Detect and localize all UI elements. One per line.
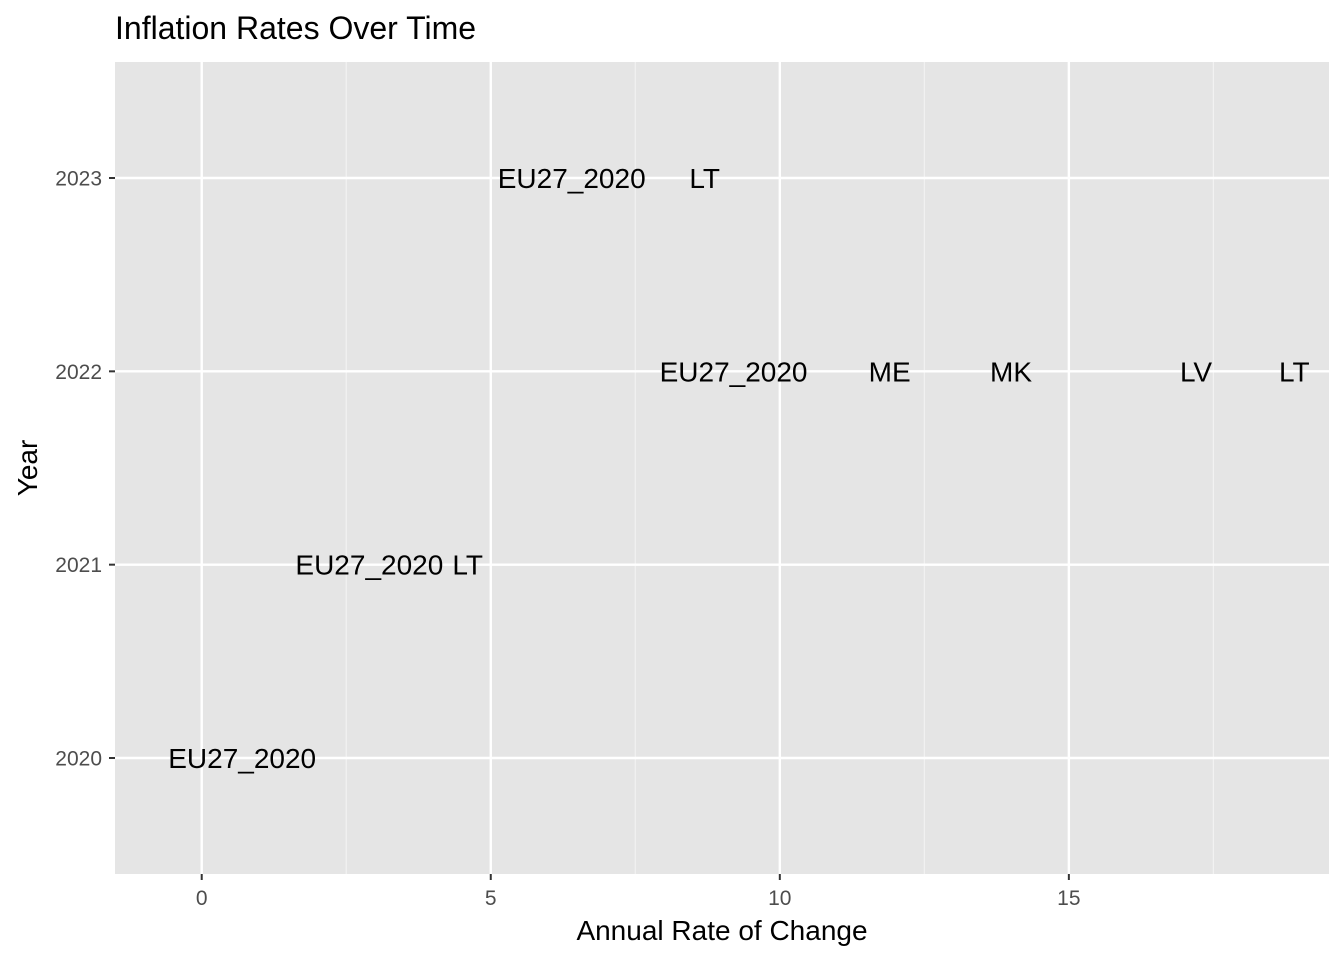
- x-tick-label: 15: [1057, 887, 1080, 910]
- grid-minor: [345, 62, 1214, 874]
- grid-major: [115, 62, 1329, 874]
- plot-panel: [115, 62, 1329, 874]
- y-axis-title: Year: [12, 440, 43, 497]
- y-tick-label: 2021: [55, 554, 102, 577]
- point-label: ME: [869, 356, 911, 387]
- point-label: LT: [452, 550, 483, 581]
- y-tick-label: 2023: [55, 168, 102, 191]
- x-tick-label: 5: [485, 887, 497, 910]
- point-label: LT: [1279, 356, 1310, 387]
- point-label: EU27_2020: [295, 550, 443, 581]
- x-axis: 0 5 10 15: [196, 874, 1081, 910]
- point-label: EU27_2020: [168, 743, 316, 774]
- chart-title: Inflation Rates Over Time: [115, 10, 476, 46]
- y-tick-label: 2020: [55, 748, 102, 771]
- point-label: MK: [990, 356, 1032, 387]
- point-label: EU27_2020: [498, 163, 646, 194]
- x-tick-label: 0: [196, 887, 208, 910]
- y-tick-label: 2022: [55, 361, 102, 384]
- x-axis-title: Annual Rate of Change: [576, 915, 867, 946]
- y-axis: 2020 2021 2022 2023: [55, 168, 115, 771]
- point-label: LV: [1180, 356, 1212, 387]
- point-label: EU27_2020: [660, 356, 808, 387]
- x-tick-label: 10: [768, 887, 791, 910]
- point-label: LT: [689, 163, 720, 194]
- point-labels: EU27_2020 EU27_2020 LT EU27_2020 ME MK LV LT EU2…: [168, 163, 1309, 774]
